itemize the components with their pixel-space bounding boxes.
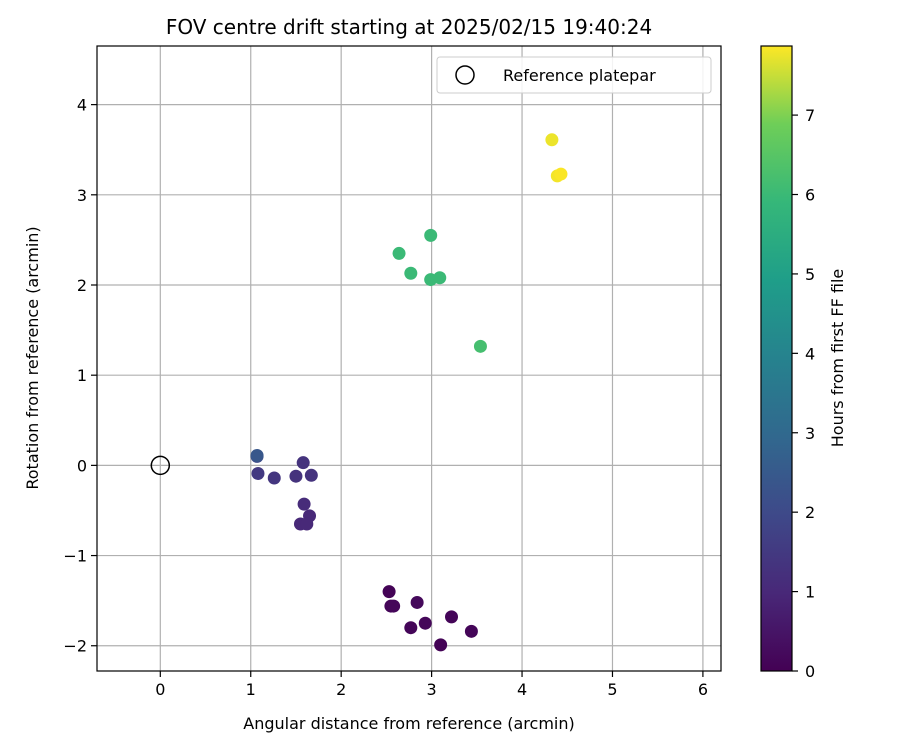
- colorbar-frame: [760, 45, 793, 672]
- y-axis-ticks: −2 −1 0 1 2 3 4: [63, 96, 97, 656]
- grid-lines: [97, 46, 721, 671]
- reference-platepar-marker: [150, 455, 171, 476]
- legend-entry: Reference platepar: [503, 66, 656, 85]
- colorbar-ticks: 0 1 2 3 4 5 6 7: [792, 106, 815, 681]
- x-tick-label: 3: [427, 680, 437, 699]
- data-point: [300, 517, 314, 531]
- data-point: [250, 448, 264, 462]
- colorbar-tick-label: 2: [805, 503, 815, 522]
- data-point: [404, 621, 418, 635]
- legend-box: [436, 56, 712, 94]
- data-point: [410, 595, 424, 609]
- data-point: [392, 246, 406, 260]
- data-point: [382, 585, 396, 599]
- colorbar-tick-label: 4: [805, 344, 815, 363]
- x-tick-label: 1: [246, 680, 256, 699]
- x-tick-label: 4: [517, 680, 527, 699]
- chart-title: FOV centre drift starting at 2025/02/15 …: [166, 15, 652, 39]
- data-point: [404, 266, 418, 280]
- colorbar-tick-label: 5: [805, 265, 815, 284]
- data-point: [387, 599, 401, 613]
- x-tick-label: 0: [155, 680, 165, 699]
- y-tick-label: 2: [77, 276, 87, 295]
- colorbar-tick-label: 0: [805, 662, 815, 681]
- x-tick-label: 2: [336, 680, 346, 699]
- y-tick-label: −1: [63, 547, 87, 566]
- data-point: [424, 228, 438, 242]
- data-point: [267, 471, 281, 485]
- data-point: [554, 167, 568, 181]
- data-point: [545, 133, 559, 147]
- data-point: [297, 497, 311, 511]
- y-tick-label: 3: [77, 186, 87, 205]
- data-point: [418, 616, 432, 630]
- y-axis-label: Rotation from reference (arcmin): [23, 226, 42, 489]
- x-axis-ticks: 0 1 2 3 4 5 6: [155, 671, 708, 699]
- data-point: [434, 638, 448, 652]
- colorbar-tick-label: 6: [805, 186, 815, 205]
- data-point: [433, 271, 447, 285]
- data-point: [473, 339, 487, 353]
- x-tick-label: 5: [607, 680, 617, 699]
- data-point: [296, 456, 310, 470]
- legend: Reference platepar: [436, 56, 712, 94]
- x-tick-label: 6: [698, 680, 708, 699]
- legend-marker: [455, 65, 475, 85]
- data-point: [289, 469, 303, 483]
- y-tick-label: 0: [77, 456, 87, 475]
- y-tick-label: −2: [63, 637, 87, 656]
- data-point: [304, 468, 318, 482]
- colorbar-label: Hours from first FF file: [828, 269, 847, 448]
- colorbar-tick-label: 3: [805, 424, 815, 443]
- plot-frame: [96, 45, 722, 672]
- data-points: [250, 133, 568, 652]
- data-point: [251, 466, 265, 480]
- y-tick-label: 4: [77, 96, 87, 115]
- data-point: [464, 624, 478, 638]
- y-tick-label: 1: [77, 366, 87, 385]
- x-axis-label: Angular distance from reference (arcmin): [243, 714, 574, 733]
- colorbar: [761, 46, 792, 671]
- colorbar-tick-label: 7: [805, 106, 815, 125]
- data-point: [445, 610, 459, 624]
- colorbar-tick-label: 1: [805, 583, 815, 602]
